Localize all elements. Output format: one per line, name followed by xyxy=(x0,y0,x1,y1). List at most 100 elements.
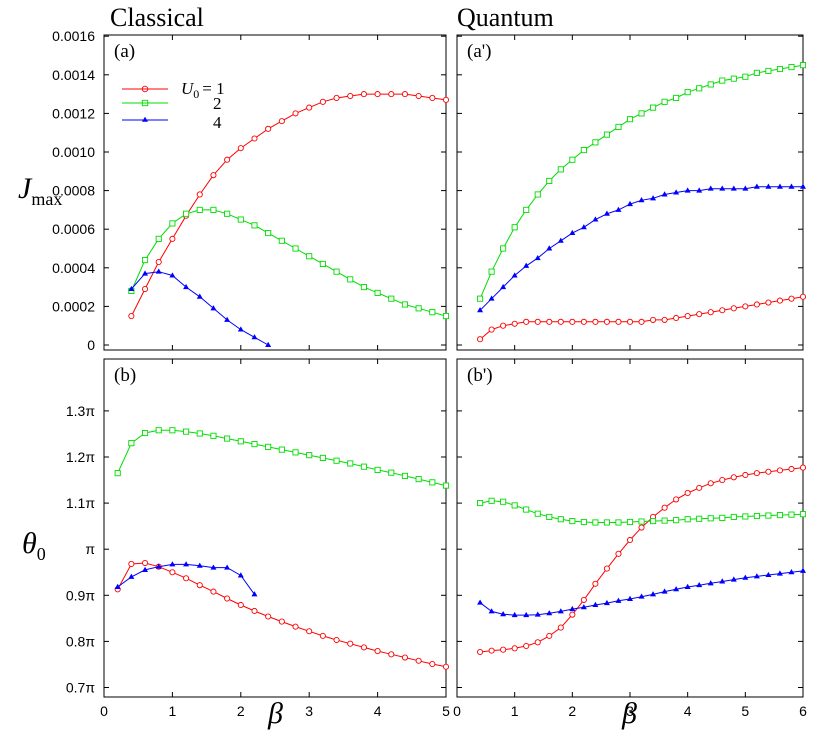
data-point xyxy=(546,318,553,325)
panels: 0 0.0002 0.0004 0.0006 0.0008 0.0010 0.0012 0.0… xyxy=(52,28,807,719)
data-point xyxy=(155,268,162,274)
legend-label-u1: U0 = 1 xyxy=(181,79,225,101)
data-point xyxy=(776,512,783,519)
data-point xyxy=(580,147,587,154)
data-point xyxy=(196,191,203,198)
data-point xyxy=(592,601,599,607)
data-point xyxy=(128,285,135,292)
data-point xyxy=(500,245,507,252)
data-point xyxy=(319,454,326,461)
data-point xyxy=(488,268,495,275)
data-point xyxy=(347,640,354,647)
data-point xyxy=(251,222,258,229)
data-point xyxy=(511,645,518,652)
data-point xyxy=(788,64,795,71)
data-point xyxy=(742,185,749,191)
data-point xyxy=(374,289,381,296)
data-point xyxy=(500,322,507,329)
panel-classical-jmax: 0 0.0002 0.0004 0.0006 0.0008 0.0010 0.0012 0.0… xyxy=(52,28,450,353)
data-point xyxy=(557,624,564,631)
x-tick-label: 3 xyxy=(626,703,634,719)
data-point xyxy=(251,135,258,142)
data-point xyxy=(638,318,645,325)
data-point xyxy=(511,502,518,509)
series-u0-1 xyxy=(128,91,450,320)
data-point xyxy=(319,632,326,639)
data-point xyxy=(278,446,285,453)
series-line xyxy=(117,562,447,668)
data-point xyxy=(753,573,760,579)
data-point xyxy=(800,567,806,573)
data-point xyxy=(534,639,541,646)
y-tick-label: 1.1π xyxy=(66,495,95,511)
series-u0-1 xyxy=(114,559,450,670)
data-point xyxy=(765,299,772,306)
data-point xyxy=(765,468,772,475)
data-point xyxy=(615,206,622,212)
panel-label: (b') xyxy=(467,365,493,386)
data-point xyxy=(615,318,622,325)
data-point xyxy=(557,516,564,523)
y-axis-label-theta0: θ0 xyxy=(22,527,46,564)
data-point xyxy=(661,504,668,511)
data-point xyxy=(534,318,541,325)
plot-frame xyxy=(456,358,804,698)
data-point xyxy=(603,519,610,526)
data-point xyxy=(306,628,313,635)
data-point xyxy=(603,565,610,572)
data-point xyxy=(278,118,285,125)
data-point xyxy=(401,301,409,308)
data-point xyxy=(251,334,258,340)
data-point xyxy=(224,156,231,163)
data-point xyxy=(546,513,553,520)
data-point xyxy=(742,574,749,580)
data-point xyxy=(278,618,285,625)
data-point xyxy=(388,295,395,302)
data-point xyxy=(442,96,450,103)
data-point xyxy=(306,104,313,111)
x-tick-label: 6 xyxy=(799,703,807,719)
data-point xyxy=(442,482,450,489)
data-point xyxy=(333,457,340,464)
data-point xyxy=(638,593,645,599)
series-line xyxy=(130,209,447,317)
data-point xyxy=(569,156,576,163)
data-point xyxy=(673,189,680,195)
legend-label-u4: 4 xyxy=(213,113,222,132)
data-point xyxy=(251,441,258,448)
data-point xyxy=(415,657,422,664)
data-point xyxy=(673,586,680,592)
data-point xyxy=(719,514,726,521)
data-point xyxy=(753,512,760,520)
data-point xyxy=(776,183,783,189)
data-point xyxy=(401,91,409,98)
data-point xyxy=(661,98,668,105)
data-point xyxy=(627,200,633,207)
data-point xyxy=(347,460,354,467)
data-point xyxy=(183,428,190,435)
data-point xyxy=(696,187,703,193)
data-point xyxy=(684,89,691,96)
series-line xyxy=(479,186,803,311)
data-point xyxy=(707,185,714,191)
y-tick-label: 0.0006 xyxy=(52,221,95,237)
data-point xyxy=(753,470,760,477)
series-line xyxy=(117,429,447,487)
data-point xyxy=(788,511,795,518)
x-tick-label: 2 xyxy=(568,703,576,719)
data-point xyxy=(707,480,714,487)
data-point xyxy=(237,326,244,332)
data-point xyxy=(580,318,587,325)
data-point xyxy=(719,476,726,484)
data-point xyxy=(650,316,657,323)
data-point xyxy=(776,467,783,474)
data-point xyxy=(388,91,395,98)
data-point xyxy=(128,440,135,447)
plot-frame xyxy=(103,34,447,351)
legend-marker-triangle xyxy=(142,116,148,122)
data-point xyxy=(730,474,737,481)
data-point xyxy=(684,489,691,497)
data-point xyxy=(210,564,217,570)
data-point xyxy=(155,427,162,434)
data-point xyxy=(360,284,367,291)
